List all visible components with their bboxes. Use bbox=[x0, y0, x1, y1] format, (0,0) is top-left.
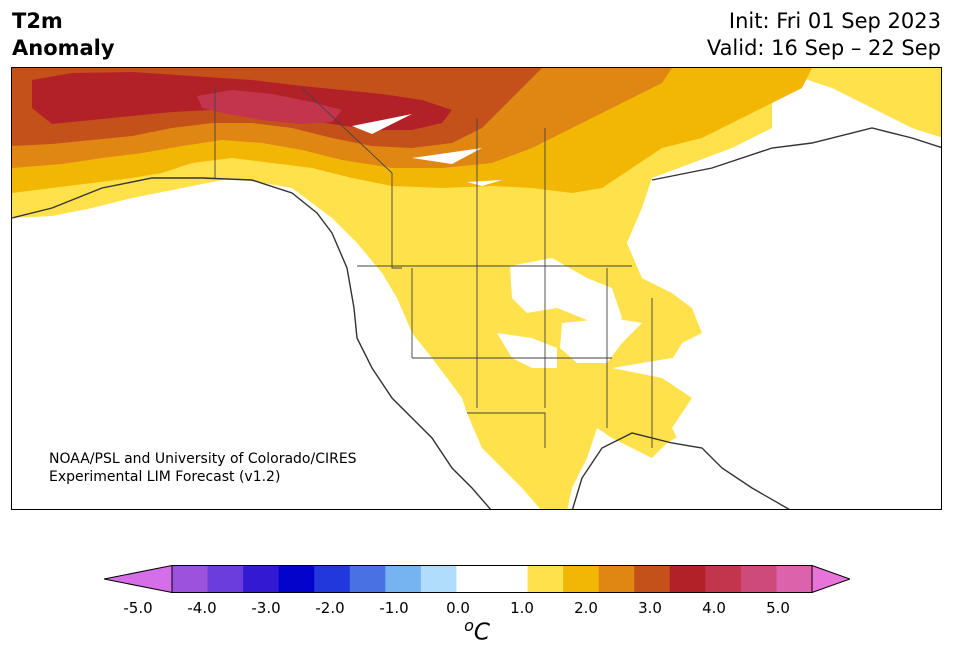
forecast-dates: Init: Fri 01 Sep 2023 Valid: 16 Sep – 22… bbox=[707, 8, 941, 62]
neutral-region-colorado bbox=[497, 333, 557, 368]
unit-degree-mark: o bbox=[464, 616, 474, 635]
colorbar-cell bbox=[705, 565, 742, 593]
colorbar-unit: oC bbox=[464, 616, 490, 646]
colorbar-cell bbox=[420, 565, 457, 593]
colorbar-cell bbox=[207, 565, 244, 593]
neutral-region-east bbox=[627, 148, 941, 509]
coastline bbox=[12, 127, 941, 509]
colorbar-cell bbox=[527, 565, 564, 593]
map-title: T2m Anomaly bbox=[12, 8, 115, 62]
colorbar-tick-label: -5.0 bbox=[123, 599, 153, 617]
colorbar-tick-label: -2.0 bbox=[315, 599, 345, 617]
colorbar-cell bbox=[598, 565, 635, 593]
colorbar-outline bbox=[171, 565, 813, 593]
map-panel bbox=[11, 67, 942, 510]
colorbar-tick-label: -1.0 bbox=[379, 599, 409, 617]
colorbar-tick-label: 1.0 bbox=[510, 599, 534, 617]
colorbar-tick-label: 3.0 bbox=[638, 599, 662, 617]
attribution: NOAA/PSL and University of Colorado/CIRE… bbox=[49, 450, 357, 486]
lake-white bbox=[352, 114, 502, 186]
colorbar-tick-label: -4.0 bbox=[187, 599, 217, 617]
anomaly-region-crimson bbox=[197, 90, 342, 124]
attribution-line-1: NOAA/PSL and University of Colorado/CIRE… bbox=[49, 451, 357, 467]
title-line-variable: T2m bbox=[12, 9, 63, 33]
anomaly-map bbox=[12, 68, 941, 509]
colorbar-cell bbox=[385, 565, 422, 593]
colorbar-tick-label: 4.0 bbox=[702, 599, 726, 617]
colorbar-cell bbox=[492, 565, 529, 593]
init-date: Init: Fri 01 Sep 2023 bbox=[728, 9, 941, 33]
colorbar-cell bbox=[669, 565, 706, 593]
attribution-line-2: Experimental LIM Forecast (v1.2) bbox=[49, 469, 281, 485]
colorbar-cells bbox=[104, 565, 850, 593]
neutral-region-great-basin bbox=[352, 308, 467, 468]
colorbar-tick-label: 5.0 bbox=[766, 599, 790, 617]
colorbar-cell bbox=[740, 565, 777, 593]
neutral-region-missouri bbox=[560, 318, 642, 363]
colorbar-cell bbox=[456, 565, 493, 593]
neutral-region-plains bbox=[510, 258, 622, 330]
colorbar-extend-high bbox=[811, 565, 850, 593]
colorbar-cell bbox=[634, 565, 671, 593]
colorbar-cell bbox=[563, 565, 600, 593]
colorbar-cell bbox=[278, 565, 315, 593]
colorbar-extend-low bbox=[104, 565, 173, 593]
colorbar-cell bbox=[776, 565, 813, 593]
colorbar-tick-label: -3.0 bbox=[251, 599, 281, 617]
borders bbox=[214, 87, 653, 448]
colorbar-tick-label: 2.0 bbox=[574, 599, 598, 617]
title-line-anomaly: Anomaly bbox=[12, 36, 115, 60]
neutral-region-southeast bbox=[612, 358, 801, 509]
colorbar-cell bbox=[314, 565, 351, 593]
unit-letter: C bbox=[473, 619, 490, 646]
colorbar bbox=[104, 565, 850, 593]
colorbar-tick-label: 0.0 bbox=[446, 599, 470, 617]
colorbar-cell bbox=[243, 565, 280, 593]
colorbar-cell bbox=[172, 565, 209, 593]
valid-range: Valid: 16 Sep – 22 Sep bbox=[706, 36, 941, 60]
colorbar-cell bbox=[349, 565, 386, 593]
